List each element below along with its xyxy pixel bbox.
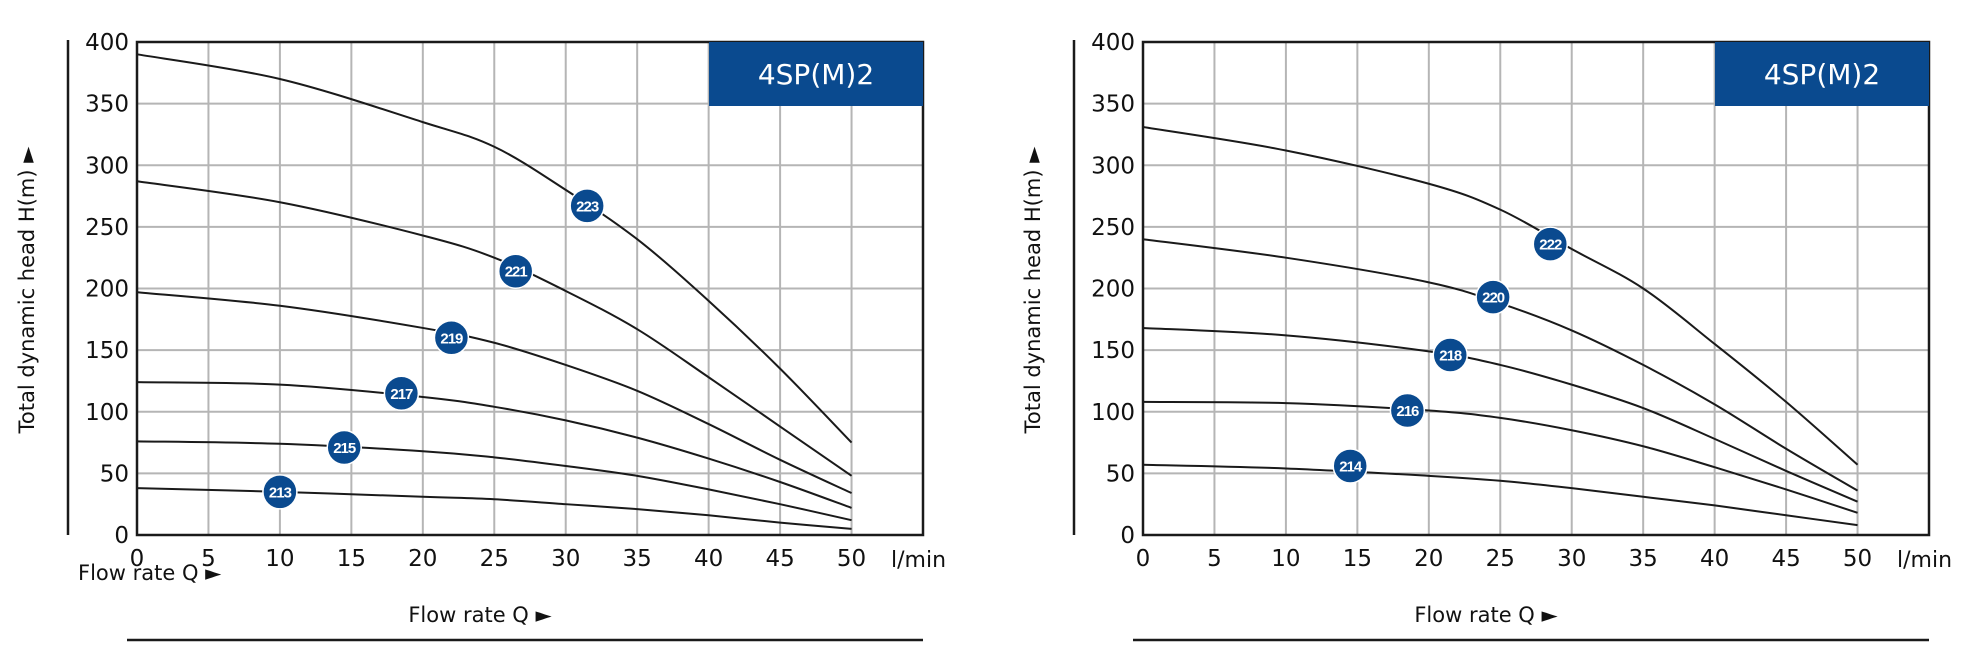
chart-2: 0 50 100 150 200 250 300 350 400 0 5 10 15 20 25 30 35 40… xyxy=(1021,30,1952,642)
x-tick-label: 0 xyxy=(1136,546,1151,572)
x-tick-label: 25 xyxy=(1486,546,1515,572)
x-tick-label: 50 xyxy=(837,546,866,572)
x-tick-label: 40 xyxy=(694,546,723,572)
y-tick-label: 0 xyxy=(114,523,129,549)
series-label-badge xyxy=(326,429,362,466)
x-tick-label: 50 xyxy=(1843,546,1872,572)
y-axis-title: Total dynamic head H(m) ► xyxy=(15,146,39,435)
series-label-badge xyxy=(433,320,470,356)
series-label: 223 xyxy=(576,198,599,215)
series-line-221 xyxy=(136,180,853,477)
x-axis-title: Flow rate Q ► xyxy=(408,603,552,627)
x-unit-label: l/min xyxy=(1897,548,1952,573)
x-tick-label: 25 xyxy=(480,546,509,572)
y-tick-label: 200 xyxy=(1091,277,1135,303)
y-tick-label: 400 xyxy=(1091,30,1135,56)
x-tick-label: 45 xyxy=(765,546,794,572)
y-tick-label: 150 xyxy=(1091,338,1135,364)
x-tick-label: 10 xyxy=(1271,546,1300,572)
title-box xyxy=(1715,42,1929,106)
chart-title: 4SP(M)2 xyxy=(1764,58,1880,91)
chart-title: 4SP(M)2 xyxy=(758,58,874,91)
series-label: 213 xyxy=(269,484,292,501)
series-line-217 xyxy=(136,381,852,509)
x-axis-title: Flow rate Q ► xyxy=(1414,603,1558,627)
x-tick-label: 5 xyxy=(201,546,216,572)
y-tick-label: 50 xyxy=(100,461,129,487)
x-tick-label: 40 xyxy=(1700,546,1729,572)
series-label-badge xyxy=(262,474,298,510)
series-label: 215 xyxy=(333,440,356,457)
series-label: 217 xyxy=(390,386,413,403)
y-tick-label: 200 xyxy=(85,277,129,303)
plot-frame xyxy=(135,40,925,537)
y-tick-label: 300 xyxy=(85,153,129,179)
series-label: 214 xyxy=(1339,458,1363,475)
series-line-215 xyxy=(136,440,852,522)
plot-frame xyxy=(1141,40,1931,537)
x-axis-title-secondary: Flow rate Q ► xyxy=(78,561,222,585)
y-tick-label: 350 xyxy=(85,92,129,118)
x-tick-label: 5 xyxy=(1207,546,1222,572)
series-label-badge xyxy=(569,188,605,224)
x-tick-label: 15 xyxy=(337,546,366,572)
y-tick-label: 100 xyxy=(85,400,129,426)
x-tick-label: 45 xyxy=(1771,546,1800,572)
series-label-badge xyxy=(1532,226,1569,262)
y-tick-label: 350 xyxy=(1091,92,1135,118)
series-line-214 xyxy=(1142,463,1858,527)
x-tick-label: 20 xyxy=(1414,546,1443,572)
x-tick-label: 0 xyxy=(130,546,145,572)
series-line-220 xyxy=(1142,238,1859,492)
x-tick-label: 10 xyxy=(265,546,294,572)
y-tick-label: 250 xyxy=(85,215,129,241)
y-tick-label: 150 xyxy=(85,338,129,364)
chart-1: 0 50 100 150 200 250 300 350 400 0 5 10 15 20 25 30 35 40… xyxy=(15,30,946,642)
y-axis-title: Total dynamic head H(m) ► xyxy=(1021,146,1045,435)
series-line-218 xyxy=(1142,326,1858,503)
series-label-badge xyxy=(1432,337,1469,373)
series-label: 216 xyxy=(1396,403,1419,420)
x-tick-label: 30 xyxy=(551,546,580,572)
series-label: 221 xyxy=(505,264,528,281)
series-line-216 xyxy=(1142,400,1858,514)
series-label-badge xyxy=(1332,448,1368,484)
series-label-badge xyxy=(1389,392,1426,429)
series-label-badge xyxy=(497,253,534,289)
x-tick-label: 35 xyxy=(623,546,652,572)
y-tick-label: 300 xyxy=(1091,153,1135,179)
series-line-219 xyxy=(136,291,852,495)
title-box xyxy=(709,42,923,106)
x-unit-label: l/min xyxy=(891,548,946,573)
grid xyxy=(1143,42,1929,535)
y-tick-label: 0 xyxy=(1120,523,1135,549)
series-line-223 xyxy=(136,53,853,444)
x-tick-label: 15 xyxy=(1343,546,1372,572)
series-label: 220 xyxy=(1482,290,1505,307)
series-label-badge xyxy=(1475,279,1511,315)
x-tick-label: 35 xyxy=(1629,546,1658,572)
y-tick-label: 400 xyxy=(85,30,129,56)
series-label-badge xyxy=(383,375,420,412)
series-label: 219 xyxy=(440,330,463,347)
series-label: 218 xyxy=(1439,348,1462,365)
grid xyxy=(137,42,923,535)
series-label: 222 xyxy=(1539,237,1562,254)
y-tick-label: 100 xyxy=(1091,400,1135,426)
y-tick-label: 250 xyxy=(1091,215,1135,241)
x-tick-label: 20 xyxy=(408,546,437,572)
y-tick-label: 50 xyxy=(1106,461,1135,487)
x-tick-label: 30 xyxy=(1557,546,1586,572)
